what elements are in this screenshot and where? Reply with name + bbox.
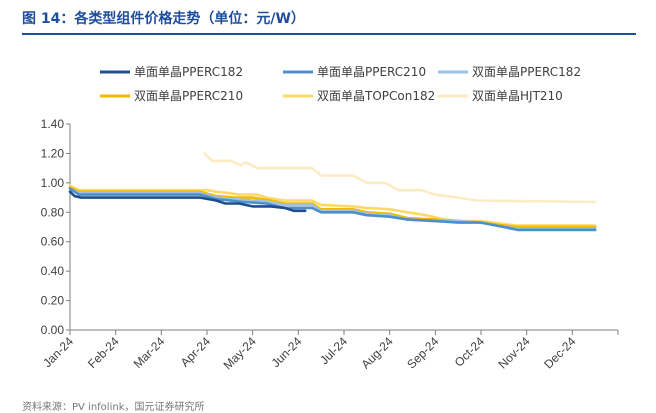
legend-label: 单面单晶PPERC210 — [317, 65, 426, 79]
y-tick-label: 0.40 — [41, 264, 65, 278]
series-line — [203, 152, 597, 204]
y-tick-label: 0.60 — [41, 235, 65, 249]
series-line — [68, 187, 597, 232]
x-tick-label: Feb-24 — [85, 334, 122, 371]
y-tick-label: 0.80 — [41, 205, 65, 219]
x-axis: Jan-24 Feb-24 Mar-24 Apr-24 May-24 Jun-24 Jul-… — [40, 329, 619, 372]
legend-label: 双面单晶PPERC210 — [134, 89, 243, 103]
y-tick-label: 1.00 — [41, 176, 65, 190]
x-tick-label: Dec-24 — [541, 334, 578, 371]
x-tick-label: Oct-24 — [452, 334, 488, 370]
x-tick-label: Sep-24 — [404, 334, 441, 371]
plot-area — [68, 152, 597, 232]
figure-title: 图 14：各类型组件价格走势（单位：元/W） — [22, 11, 305, 27]
x-tick-label: Apr-24 — [178, 334, 214, 370]
legend-label: 单面单晶PPERC182 — [134, 65, 243, 79]
x-tick-label: Jul-24 — [317, 334, 350, 367]
source-note: 资料来源：PV infolink，国元证券研究所 — [22, 402, 205, 413]
legend: 单面单晶PPERC182 单面单晶PPERC210 双面单晶PPERC182 双面单晶… — [100, 65, 581, 103]
y-tick-label: 0.20 — [41, 294, 65, 308]
x-tick-label: Jun-24 — [269, 334, 305, 370]
y-tick-label: 1.40 — [41, 117, 65, 131]
title-rule — [22, 33, 636, 35]
legend-label: 双面单晶HJT210 — [472, 89, 563, 103]
x-tick-label: Aug-24 — [359, 334, 396, 371]
legend-label: 双面单晶PPERC182 — [472, 65, 581, 79]
y-axis: 0.00 0.20 0.40 0.60 0.80 1.00 1.20 1.40 — [41, 117, 71, 337]
legend-label: 双面单晶TOPCon182 — [317, 89, 435, 103]
x-tick-label: May-24 — [221, 334, 259, 372]
series-line — [68, 190, 307, 213]
y-tick-label: 0.00 — [41, 323, 65, 337]
x-tick-label: Mar-24 — [131, 334, 168, 371]
x-tick-label: Nov-24 — [496, 334, 533, 371]
x-tick-label: Jan-24 — [40, 334, 76, 370]
y-tick-label: 1.20 — [41, 146, 65, 160]
